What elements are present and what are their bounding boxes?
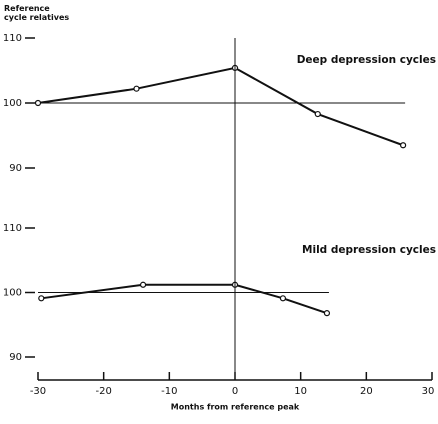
x-tick-label: -20 bbox=[95, 386, 111, 397]
y-tick-label: 110 bbox=[3, 223, 22, 234]
panel-title: Deep depression cycles bbox=[297, 54, 436, 66]
data-point bbox=[279, 295, 287, 302]
x-tick-label: 30 bbox=[422, 386, 435, 397]
x-tick-label: -10 bbox=[161, 386, 177, 397]
x-tick-label: 20 bbox=[360, 386, 373, 397]
y-tick-label: 90 bbox=[9, 352, 22, 363]
panel-title: Mild depression cycles bbox=[302, 244, 436, 256]
y-tick-label: 100 bbox=[3, 288, 22, 299]
x-tick-label: 0 bbox=[232, 386, 238, 397]
y-tick-label: 100 bbox=[3, 98, 22, 109]
data-point bbox=[323, 310, 331, 317]
y-tick-label: 110 bbox=[3, 33, 22, 44]
x-tick-label: -30 bbox=[30, 386, 46, 397]
data-point bbox=[400, 142, 407, 149]
data-point bbox=[38, 295, 45, 302]
y-tick-label: 90 bbox=[9, 163, 22, 174]
y-axis-label: Reference cycle relatives bbox=[4, 4, 69, 22]
data-line bbox=[37, 66, 404, 147]
data-point bbox=[133, 85, 140, 92]
data-point bbox=[314, 110, 321, 118]
data-point bbox=[34, 99, 42, 107]
data-point bbox=[139, 281, 147, 288]
x-axis-label: Months from reference peak bbox=[171, 403, 300, 412]
x-tick-label: 10 bbox=[294, 386, 307, 397]
